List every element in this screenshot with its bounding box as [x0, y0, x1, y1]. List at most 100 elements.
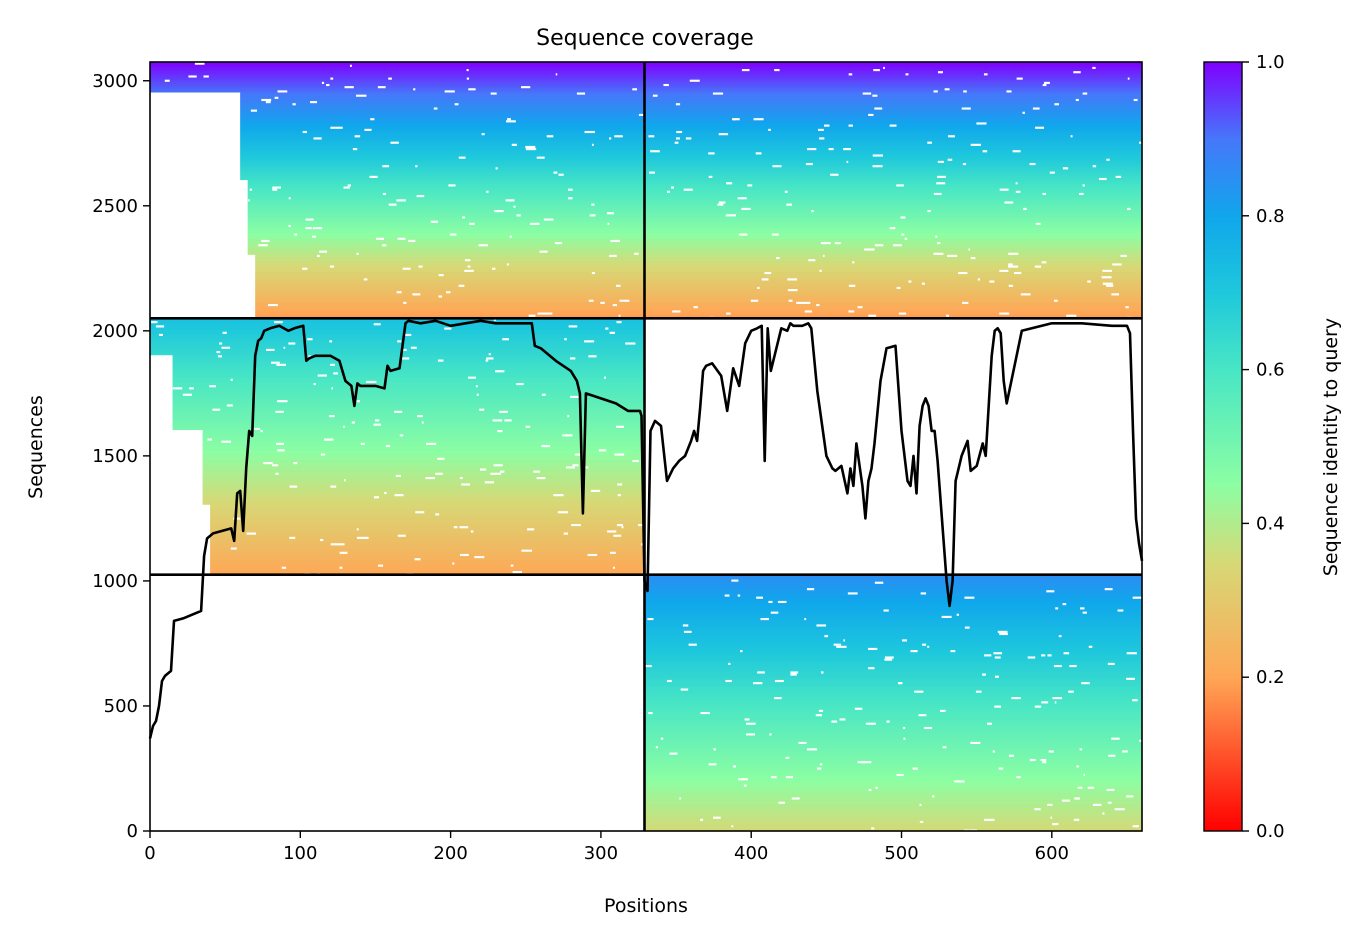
alignment-gap: [292, 102, 296, 106]
coverage-row: [644, 277, 1142, 281]
alignment-gap: [495, 369, 505, 373]
coverage-row: [644, 252, 1142, 255]
alignment-gap: [999, 188, 1009, 191]
alignment-gap: [1055, 606, 1059, 610]
coverage-row: [644, 151, 1142, 155]
alignment-gap: [1114, 807, 1125, 811]
alignment-gap: [683, 188, 693, 191]
coverage-row: [644, 784, 1142, 787]
alignment-gap: [688, 643, 697, 646]
coverage-row: [247, 235, 645, 238]
coverage-row: [247, 217, 645, 221]
alignment-gap: [901, 232, 905, 236]
alignment-gap: [738, 232, 748, 236]
coverage-row: [247, 211, 645, 215]
coverage-row: [644, 119, 1142, 123]
coverage-row: [150, 320, 645, 324]
alignment-gap: [1041, 260, 1047, 264]
coverage-row: [150, 346, 645, 349]
alignment-gap: [543, 217, 554, 221]
alignment-gap: [1052, 822, 1059, 826]
x-tick-label: 100: [283, 843, 317, 864]
alignment-gap: [808, 258, 816, 262]
alignment-gap: [364, 128, 372, 131]
coverage-row: [644, 719, 1142, 723]
alignment-gap: [726, 311, 731, 315]
alignment-gap: [478, 243, 489, 247]
alignment-gap: [1079, 747, 1083, 751]
alignment-gap: [791, 796, 800, 800]
alignment-gap: [555, 72, 558, 76]
alignment-gap: [158, 333, 163, 337]
coverage-row: [644, 153, 1142, 157]
alignment-gap: [609, 254, 617, 257]
coverage-row: [150, 350, 645, 354]
alignment-gap: [1108, 754, 1116, 757]
coverage-row: [202, 467, 645, 471]
alignment-gap: [1075, 98, 1079, 102]
coverage-row: [644, 115, 1142, 119]
coverage-row: [150, 62, 645, 65]
alignment-gap: [493, 318, 497, 322]
alignment-gap: [983, 818, 995, 821]
alignment-gap: [806, 747, 818, 751]
coverage-row: [644, 728, 1142, 732]
alignment-gap: [497, 429, 503, 433]
alignment-gap: [564, 337, 567, 341]
alignment-gap: [777, 600, 787, 604]
coverage-row: [644, 239, 1142, 243]
alignment-gap: [1073, 818, 1080, 821]
coverage-row: [247, 194, 645, 198]
alignment-gap: [390, 141, 399, 144]
alignment-gap: [905, 72, 909, 76]
alignment-gap: [819, 136, 825, 140]
alignment-gap: [774, 696, 782, 700]
alignment-gap: [956, 613, 959, 616]
alignment-gap: [571, 465, 574, 469]
coverage-row: [644, 749, 1142, 753]
coverage-row: [644, 621, 1142, 625]
alignment-gap: [584, 339, 595, 343]
alignment-gap: [541, 444, 549, 448]
alignment-gap: [618, 314, 621, 317]
y-tick-label: 2000: [92, 321, 138, 342]
alignment-gap: [529, 222, 540, 225]
coverage-row: [644, 822, 1142, 826]
alignment-gap: [307, 337, 313, 341]
alignment-gap: [726, 181, 733, 185]
coverage-row: [644, 692, 1142, 695]
alignment-gap: [1111, 292, 1119, 296]
alignment-gap: [933, 89, 938, 93]
alignment-gap: [374, 495, 380, 499]
coverage-row: [644, 777, 1142, 781]
alignment-gap: [733, 117, 740, 121]
alignment-gap: [351, 420, 355, 424]
alignment-gap: [323, 437, 334, 441]
coverage-row: [210, 538, 645, 542]
alignment-gap: [587, 553, 598, 557]
alignment-gap: [927, 645, 930, 648]
alignment-gap: [558, 173, 564, 176]
coverage-row: [210, 570, 645, 574]
alignment-gap: [975, 690, 982, 693]
alignment-gap: [682, 623, 689, 627]
alignment-gap: [510, 563, 514, 567]
alignment-gap: [708, 762, 717, 766]
coverage-row: [644, 781, 1142, 785]
coverage-row: [644, 589, 1142, 593]
coverage-row: [210, 540, 645, 544]
coverage-row: [202, 497, 645, 501]
alignment-gap: [868, 647, 878, 651]
alignment-gap: [250, 108, 257, 112]
alignment-gap: [606, 211, 614, 215]
alignment-gap: [998, 766, 1004, 770]
alignment-gap: [270, 361, 280, 364]
alignment-gap: [958, 271, 968, 275]
coverage-row: [644, 653, 1142, 657]
alignment-gap: [313, 382, 316, 386]
coverage-row: [644, 102, 1142, 106]
coverage-row: [644, 66, 1142, 70]
coverage-row: [644, 192, 1142, 196]
alignment-gap: [964, 625, 970, 629]
coverage-row: [240, 141, 645, 144]
